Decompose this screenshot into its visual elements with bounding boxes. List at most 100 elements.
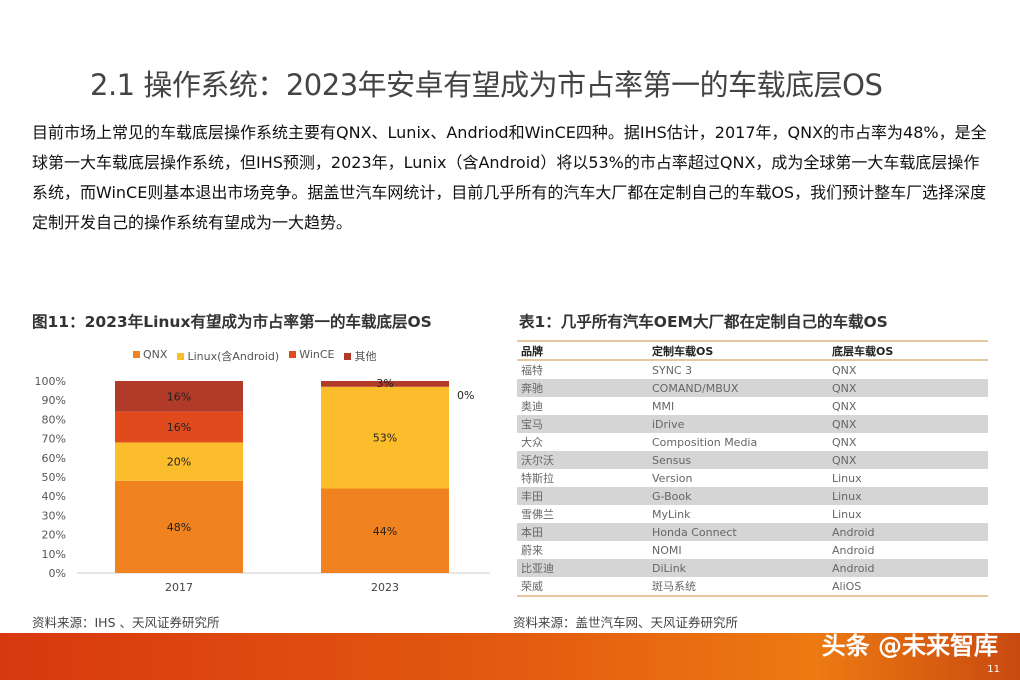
cell-custom-os: SYNC 3 (652, 363, 693, 377)
cell-base-os: QNX (828, 451, 988, 469)
table-row: 奔驰 COMAND/MBUX QNX (517, 379, 988, 397)
legend-item: QNX (133, 348, 167, 364)
legend-label: Linux(含Android) (187, 350, 280, 363)
cell-custom-os: NOMI (652, 543, 682, 557)
cell-base-os: AliOS (828, 577, 988, 597)
table-row: 特斯拉 Version Linux (517, 469, 988, 487)
data-label: 53% (373, 432, 397, 445)
y-tick-label: 0% (49, 567, 66, 580)
cell-base-os: Linux (828, 487, 988, 505)
table-row: 蔚来 NOMI Android (517, 541, 988, 559)
legend-item: 其他 (344, 348, 376, 364)
cell-brand: 福特 (521, 364, 543, 377)
legend-item: WinCE (289, 348, 334, 364)
y-tick-label: 90% (42, 394, 66, 407)
cell-base-os: QNX (832, 435, 857, 449)
cell-custom-os: G-Book (648, 487, 828, 505)
y-tick-label: 80% (42, 413, 66, 426)
legend-swatch (177, 353, 185, 360)
legend-label: QNX (143, 348, 168, 361)
cell-base-os: QNX (828, 379, 988, 397)
stacked-bar-chart: 0% 10% 20% 30% 40% 50% 60% 70% 80% 90% 100% 48% 20% 1… (35, 375, 490, 594)
legend-label: 其他 (354, 350, 377, 363)
cell-brand: 奔驰 (517, 379, 648, 397)
cell-base-os: Android (828, 523, 988, 541)
cell-base-os: Android (832, 543, 875, 557)
cell-custom-os: COMAND/MBUX (648, 379, 828, 397)
oem-os-table: 品牌 定制车载OS 底层车载OS 福特 SYNC 3 QNX 奔驰 COMAND/MBU… (517, 340, 988, 597)
cell-brand: 奥迪 (521, 400, 543, 413)
legend-swatch (344, 353, 352, 360)
table-row: 宝马 iDrive QNX (517, 415, 988, 433)
table-row: 荣威 斑马系统 AliOS (517, 577, 988, 597)
figure-caption: 图11：2023年Linux有望成为市占率第一的车载底层OS (32, 313, 432, 331)
y-tick-label: 20% (42, 529, 66, 542)
header-custom-os: 定制车载OS (648, 340, 828, 361)
cell-brand: 蔚来 (521, 544, 543, 557)
y-tick-label: 50% (42, 471, 66, 484)
cell-brand: 宝马 (517, 415, 648, 433)
figure-source: 资料来源：IHS 、天风证券研究所 (32, 615, 220, 630)
table-row: 沃尔沃 Sensus QNX (517, 451, 988, 469)
legend-label: WinCE (299, 348, 335, 361)
cell-custom-os: Composition Media (652, 435, 758, 449)
footer-bar (0, 633, 1020, 680)
cell-brand: 特斯拉 (521, 472, 554, 485)
cell-custom-os: DiLink (648, 559, 828, 577)
header-base-os: 底层车载OS (828, 340, 988, 361)
bar-segment (321, 488, 449, 573)
data-label: 16% (167, 390, 191, 403)
data-label: 20% (167, 456, 191, 469)
data-label: 48% (167, 521, 191, 534)
table-row: 雪佛兰 MyLink Linux (517, 505, 988, 523)
legend-swatch (289, 351, 297, 358)
cell-brand: 本田 (517, 523, 648, 541)
table-row: 本田 Honda Connect Android (517, 523, 988, 541)
cell-brand: 丰田 (517, 487, 648, 505)
page-number: 11 (987, 664, 1000, 675)
y-tick-label: 40% (42, 490, 66, 503)
bar-segment (115, 442, 243, 481)
table-source: 资料来源：盖世汽车网、天风证券研究所 (513, 615, 739, 630)
data-label: 44% (373, 525, 397, 538)
y-tick-label: 70% (42, 433, 66, 446)
chart-legend: QNX Linux(含Android) WinCE 其他 (133, 348, 376, 364)
data-label: 16% (167, 421, 191, 434)
cell-custom-os: MMI (652, 399, 675, 413)
x-tick-label: 2023 (371, 581, 399, 594)
cell-brand: 沃尔沃 (517, 451, 648, 469)
table-row: 奥迪 MMI QNX (517, 397, 988, 415)
cell-base-os: QNX (832, 399, 857, 413)
y-tick-label: 10% (42, 548, 66, 561)
bar-segment (115, 480, 243, 573)
cell-base-os: Android (828, 559, 988, 577)
cell-custom-os: MyLink (652, 507, 691, 521)
watermark: 头条 @未来智库 (821, 632, 998, 660)
body-paragraph: 目前市场上常见的车载底层操作系统主要有QNX、Lunix、Andriod和Win… (32, 123, 987, 232)
y-tick-label: 30% (42, 509, 66, 522)
cell-custom-os: Version (652, 471, 693, 485)
data-label: 0% (457, 389, 474, 402)
cell-custom-os: iDrive (648, 415, 828, 433)
table-row: 大众 Composition Media QNX (517, 433, 988, 451)
cell-base-os: QNX (828, 415, 988, 433)
cell-custom-os: Honda Connect (648, 523, 828, 541)
table-row: 比亚迪 DiLink Android (517, 559, 988, 577)
cell-custom-os: Sensus (648, 451, 828, 469)
legend-item: Linux(含Android) (177, 348, 279, 364)
y-tick-label: 60% (42, 452, 66, 465)
page-title: 2.1 操作系统：2023年安卓有望成为市占率第一的车载底层OS (90, 68, 883, 102)
bar-segment (115, 411, 243, 443)
table-row: 福特 SYNC 3 QNX (517, 360, 988, 379)
bar-segment (321, 386, 449, 489)
cell-custom-os: 斑马系统 (648, 577, 828, 597)
cell-base-os: Linux (832, 471, 862, 485)
data-label: 3% (376, 377, 393, 390)
legend-swatch (133, 351, 140, 358)
cell-brand: 荣威 (517, 577, 648, 597)
cell-brand: 比亚迪 (517, 559, 648, 577)
table-row: 丰田 G-Book Linux (517, 487, 988, 505)
cell-base-os: QNX (832, 363, 857, 377)
bar-segment (115, 381, 243, 412)
table-caption: 表1：几乎所有汽车OEM大厂都在定制自己的车载OS (519, 313, 888, 331)
